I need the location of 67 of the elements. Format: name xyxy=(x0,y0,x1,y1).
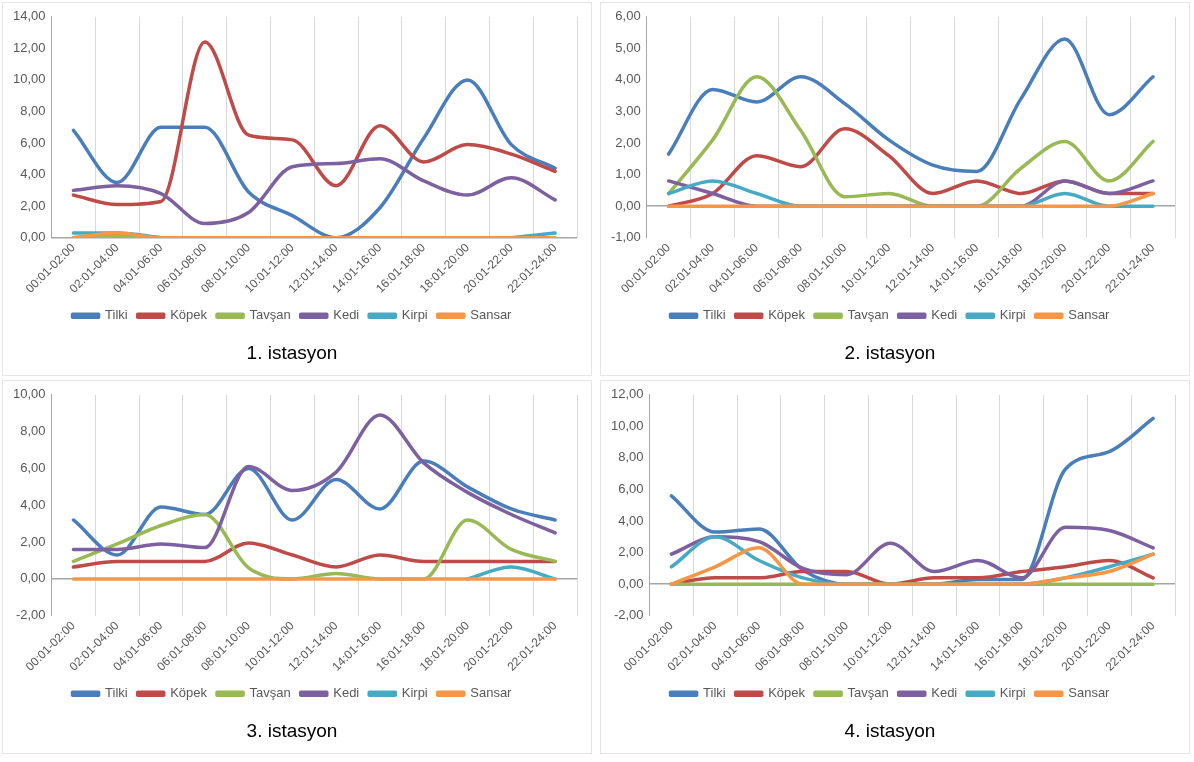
line-series xyxy=(71,459,557,557)
y-tick-label: 10,00 xyxy=(12,71,46,87)
y-tick-label: 1,00 xyxy=(615,166,641,182)
y-tick-label: 0,00 xyxy=(618,575,644,591)
legend-label: Kirpi xyxy=(401,685,428,701)
legend-label: Tavşan xyxy=(249,307,291,323)
legend-label: Kirpi xyxy=(401,307,428,323)
y-tick-label: -1,00 xyxy=(610,229,641,245)
legend-label: Köpek xyxy=(170,307,208,323)
y-tick-label: 10,00 xyxy=(610,417,644,433)
y-tick-label: 4,00 xyxy=(20,166,46,182)
line-series xyxy=(666,37,1155,174)
y-tick-label: 6,00 xyxy=(618,481,644,497)
y-tick-label: -2,00 xyxy=(613,607,644,623)
y-tick-label: 3,00 xyxy=(615,103,641,119)
text: 1. istasyon xyxy=(246,341,338,363)
y-tick-label: 2,00 xyxy=(618,544,644,560)
y-tick-label: 5,00 xyxy=(615,39,641,55)
legend-label: Tilki xyxy=(703,307,726,323)
y-tick-label: 4,00 xyxy=(615,71,641,87)
text: 2. istasyon xyxy=(844,341,936,363)
legend-label: Tilki xyxy=(105,685,128,701)
y-tick-label: 4,00 xyxy=(618,512,644,528)
legend-label: Kedi xyxy=(333,307,360,323)
y-tick-label: 8,00 xyxy=(20,103,46,119)
y-tick-label: 12,00 xyxy=(12,39,46,55)
text: 3. istasyon xyxy=(246,719,338,741)
y-tick-label: 2,00 xyxy=(20,197,46,213)
legend-label: Kedi xyxy=(931,307,958,323)
legend-label: Tavşan xyxy=(847,307,889,323)
y-tick-label: -2,00 xyxy=(15,607,46,623)
y-tick-label: 2,00 xyxy=(20,533,46,549)
line-series xyxy=(71,413,557,552)
text: 4. istasyon xyxy=(844,719,936,741)
line-series xyxy=(71,40,557,207)
legend-label: Köpek xyxy=(170,685,208,701)
legend-label: Kirpi xyxy=(999,307,1026,323)
y-tick-label: 2,00 xyxy=(615,134,641,150)
legend-label: Sansar xyxy=(470,685,513,701)
y-tick-label: 8,00 xyxy=(618,449,644,465)
y-tick-label: 4,00 xyxy=(20,496,46,512)
legend-label: Tilki xyxy=(703,685,726,701)
legend-label: Tavşan xyxy=(249,685,291,701)
line-series xyxy=(669,525,1155,580)
y-tick-label: 12,00 xyxy=(610,386,644,402)
legend-label: Sansar xyxy=(470,307,513,323)
legend-label: Köpek xyxy=(768,685,806,701)
legend-label: Sansar xyxy=(1068,307,1111,323)
legend-label: Kedi xyxy=(333,685,360,701)
y-tick-label: 0,00 xyxy=(20,570,46,586)
legend-label: Tilki xyxy=(105,307,128,323)
y-tick-label: 14,00 xyxy=(12,8,46,24)
legend-label: Sansar xyxy=(1068,685,1111,701)
y-tick-label: 0,00 xyxy=(615,197,641,213)
line-series xyxy=(71,78,557,238)
y-tick-label: 8,00 xyxy=(20,423,46,439)
line-series xyxy=(71,157,557,226)
y-tick-label: 10,00 xyxy=(12,386,46,402)
legend-label: Tavşan xyxy=(847,685,889,701)
y-tick-label: 0,00 xyxy=(20,229,46,245)
y-tick-label: 6,00 xyxy=(615,8,641,24)
line-series xyxy=(669,546,1155,586)
y-tick-label: 6,00 xyxy=(20,134,46,150)
y-tick-label: 6,00 xyxy=(20,460,46,476)
legend-label: Kirpi xyxy=(999,685,1026,701)
legend-label: Kedi xyxy=(931,685,958,701)
legend-label: Köpek xyxy=(768,307,806,323)
